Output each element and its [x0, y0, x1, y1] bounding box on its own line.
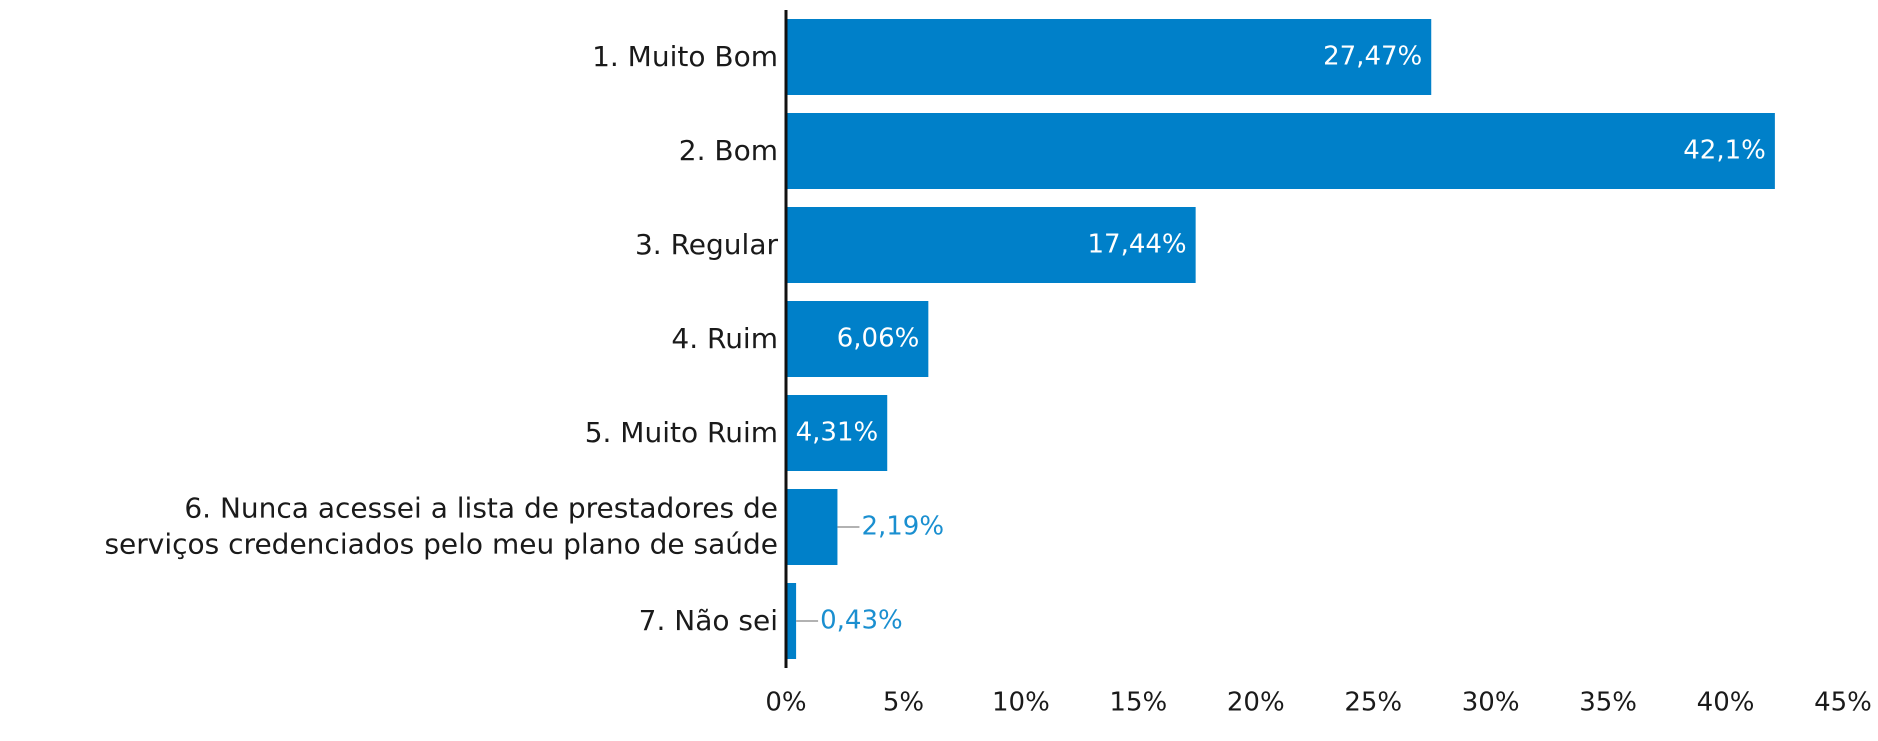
bar: [786, 395, 888, 471]
x-tick-label: 35%: [1579, 688, 1637, 718]
x-tick-label: 25%: [1344, 688, 1402, 718]
data-label: 27,47%: [1323, 42, 1422, 72]
category-label: 4. Ruim: [671, 321, 778, 355]
category-label: 6. Nunca acessei a lista de prestadores …: [104, 491, 778, 561]
data-label: 42,1%: [1683, 136, 1766, 166]
bar: [786, 583, 797, 659]
category-label: 2. Bom: [678, 133, 778, 167]
category-label: 1. Muito Bom: [592, 39, 778, 73]
x-tick-label: 45%: [1814, 688, 1872, 718]
bar: [786, 207, 1196, 283]
bar: [786, 113, 1775, 189]
bar: [786, 19, 1432, 95]
category-label: 5. Muito Ruim: [584, 415, 778, 449]
data-label: 4,31%: [796, 418, 879, 448]
data-label: 6,06%: [837, 324, 920, 354]
x-tick-label: 20%: [1227, 688, 1285, 718]
x-tick-label: 5%: [883, 688, 924, 718]
x-tick-label: 30%: [1462, 688, 1520, 718]
x-tick-label: 10%: [992, 688, 1050, 718]
data-label: 0,43%: [820, 606, 903, 636]
bar: [786, 301, 929, 377]
category-label: 7. Não sei: [638, 603, 778, 637]
x-tick-label: 40%: [1697, 688, 1755, 718]
category-label: 3. Regular: [634, 227, 778, 261]
data-label: 17,44%: [1088, 230, 1187, 260]
bar: [786, 489, 838, 565]
x-tick-label: 0%: [765, 688, 806, 718]
data-label: 2,19%: [861, 512, 944, 542]
x-tick-label: 15%: [1109, 688, 1167, 718]
